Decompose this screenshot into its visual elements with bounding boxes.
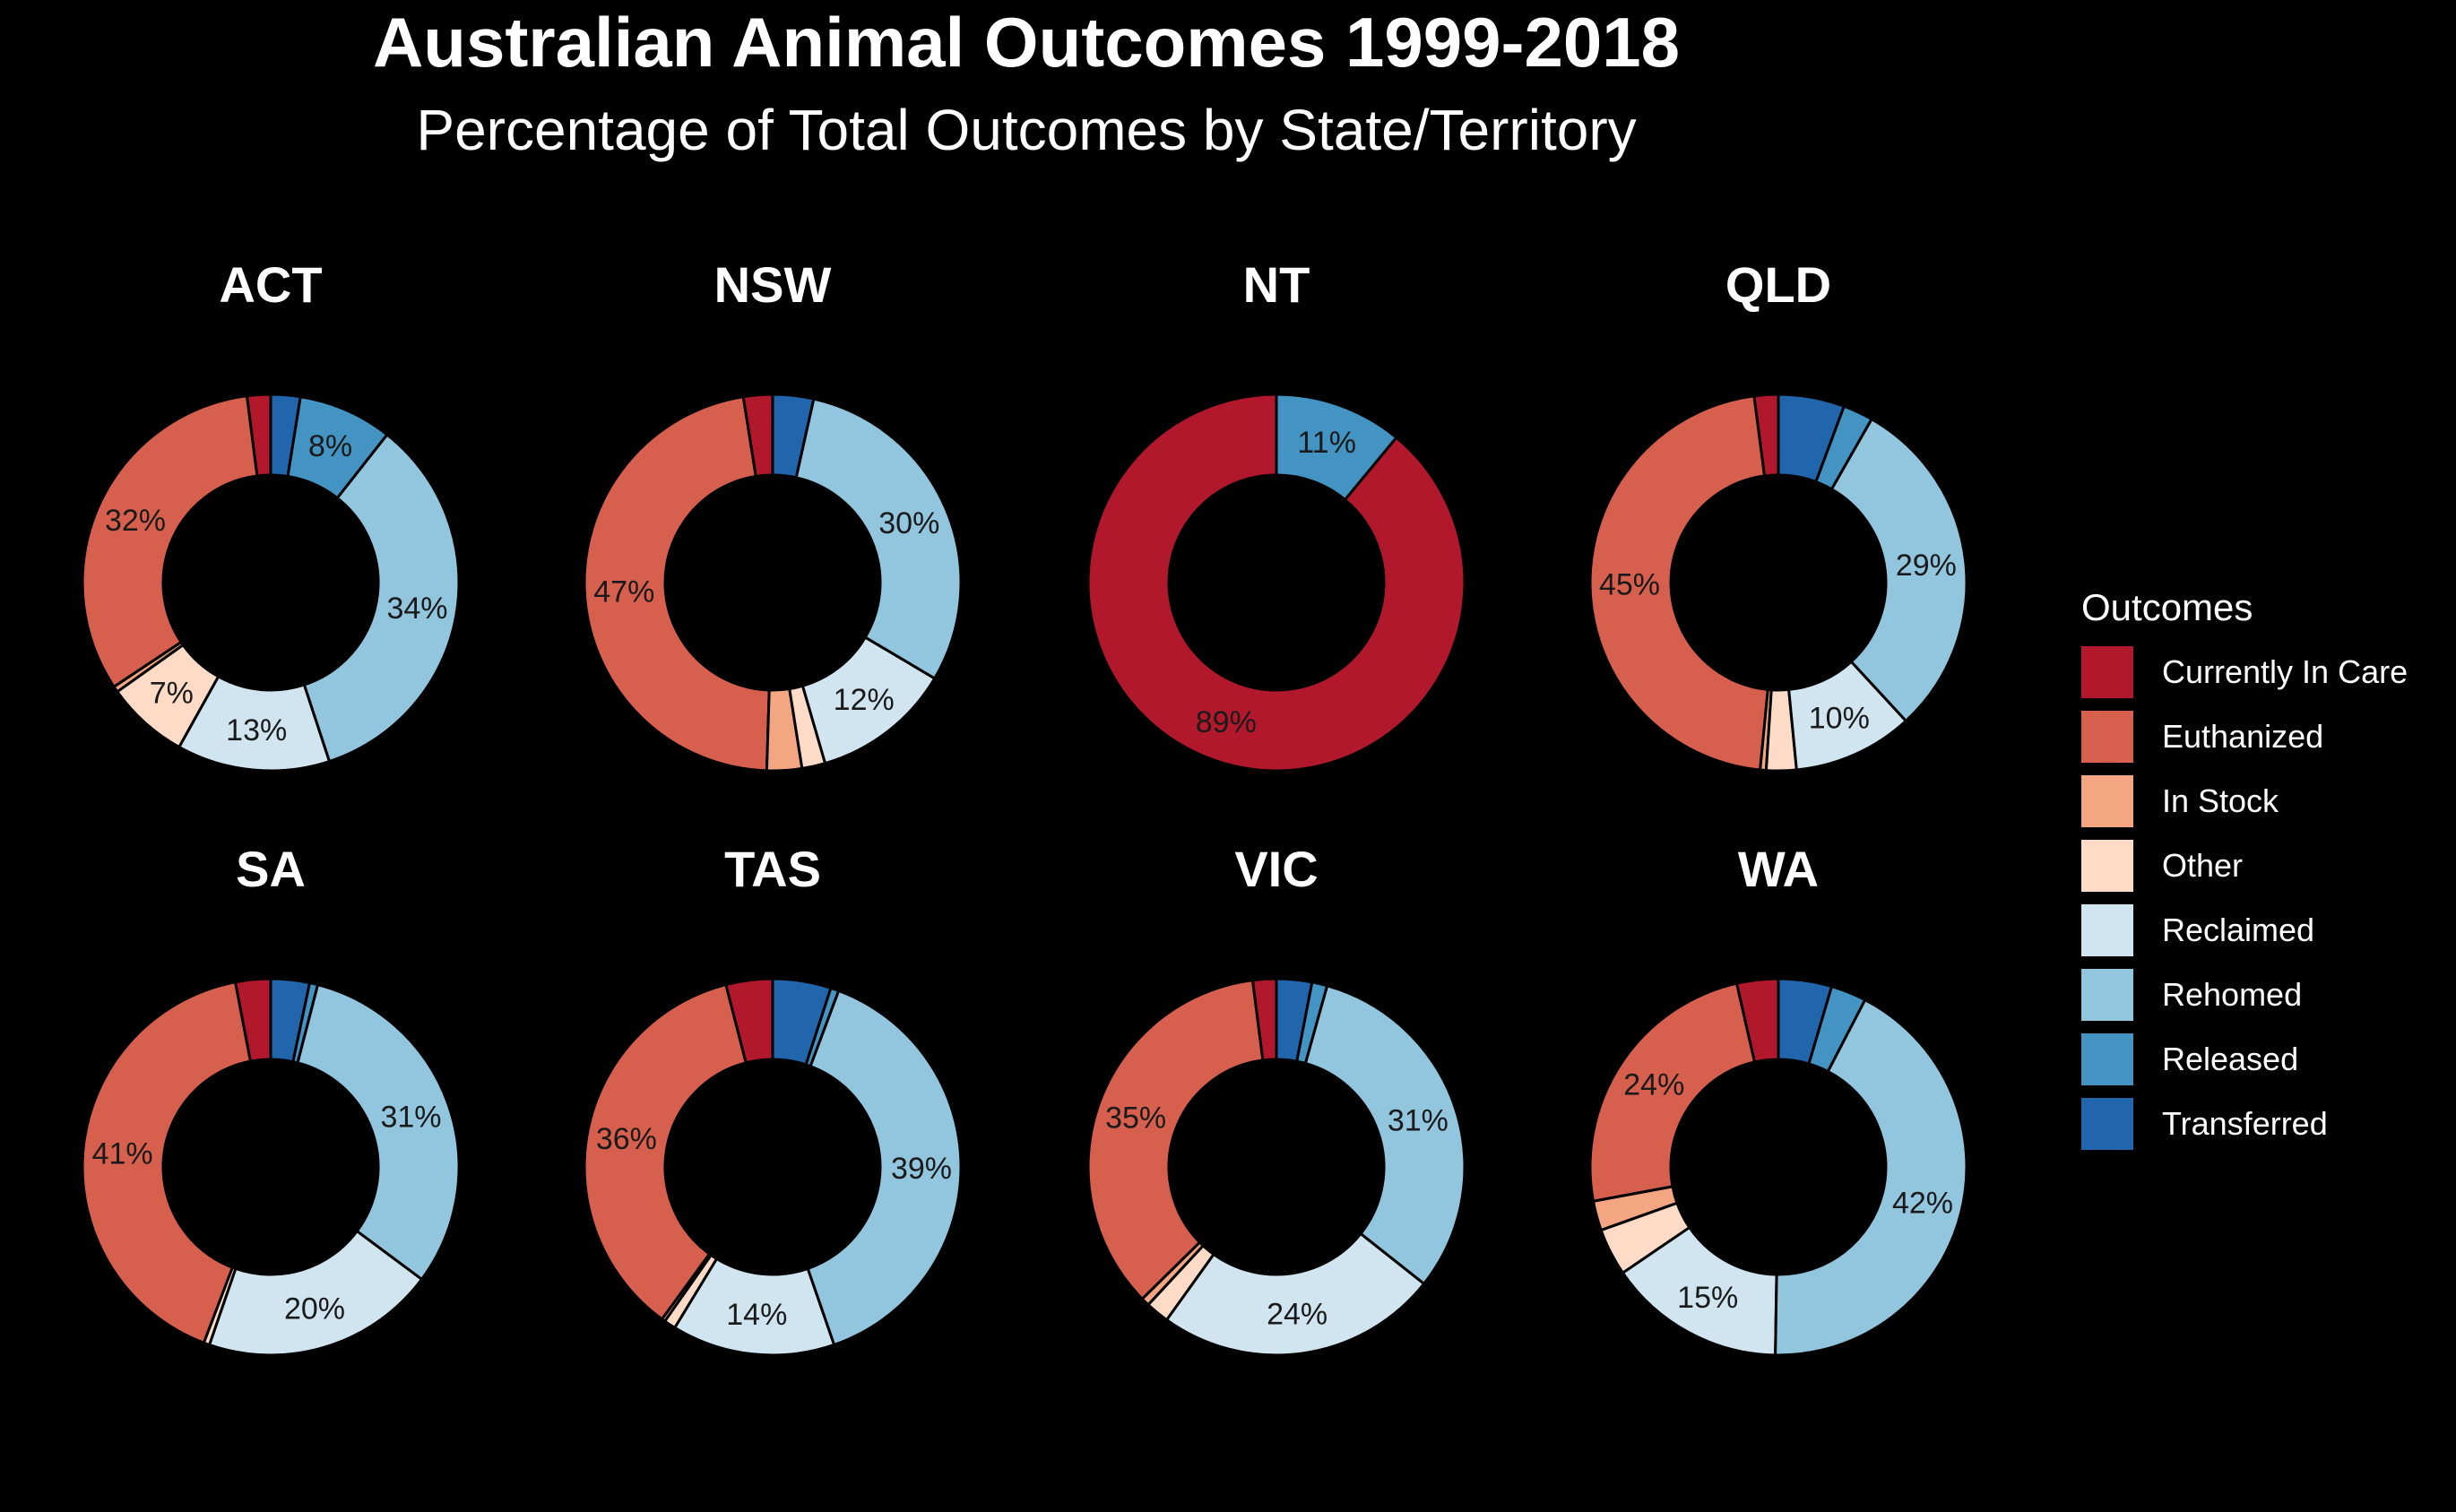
slice-transferred — [269, 977, 311, 1064]
data-label: 31% — [1388, 1104, 1449, 1138]
facet-title: SA — [236, 841, 306, 897]
legend-title: Outcomes — [2081, 586, 2253, 628]
data-label: 24% — [1623, 1068, 1684, 1102]
legend-label: Rehomed — [2162, 976, 2303, 1013]
legend-swatch — [2081, 969, 2133, 1021]
legend-item: Euthanized — [2081, 704, 2449, 769]
legend-label: Released — [2162, 1041, 2299, 1077]
slice-euthanized — [81, 394, 259, 688]
donut-nsw: NSW 47% 12% 30% — [583, 256, 963, 773]
data-label: 39% — [891, 1152, 952, 1186]
donut-qld: QLD 45% 10% 29% — [1588, 256, 1968, 773]
data-label: 36% — [596, 1122, 657, 1156]
legend-label: In Stock — [2162, 782, 2279, 819]
slice-reclaimed — [208, 1230, 424, 1357]
data-label: 7% — [150, 677, 194, 711]
data-label: 24% — [1267, 1297, 1327, 1331]
data-label: 32% — [105, 504, 166, 538]
slice-rehomed — [296, 983, 461, 1281]
data-label: 14% — [726, 1298, 787, 1332]
legend-item: In Stock — [2081, 769, 2449, 834]
data-label: 30% — [878, 506, 939, 540]
slice-transferred — [771, 393, 816, 480]
slice-transferred — [771, 977, 833, 1067]
facet-title: NSW — [714, 256, 832, 313]
slice-rehomed — [794, 397, 963, 680]
legend-swatch — [2081, 1098, 2133, 1150]
legend-item: Transferred — [2081, 1092, 2449, 1156]
slice-rehomed — [806, 989, 963, 1346]
legend-swatch — [2081, 904, 2133, 956]
slice-reclaimed — [1165, 1231, 1426, 1357]
facet-title: ACT — [219, 256, 322, 313]
slice-euthanized — [583, 395, 771, 773]
facet-title: VIC — [1234, 841, 1318, 897]
donut-chart-grid: ACT 32% 7% 13% 34% 8% NSW 47% 12% 30% NT 89% 11% QLD 4… — [81, 256, 1968, 1357]
legend-label: Transferred — [2162, 1105, 2328, 1142]
slice-transferred — [1275, 977, 1314, 1063]
legend: Outcomes Currently In Care Euthanized In S… — [2081, 583, 2449, 1156]
data-label: 31% — [380, 1101, 441, 1135]
legend-swatch — [2081, 646, 2133, 698]
legend-item: Currently In Care — [2081, 640, 2449, 704]
donut-vic: VIC 35% 24% 31% — [1086, 841, 1466, 1357]
data-label: 10% — [1809, 702, 1870, 736]
legend-label: Other — [2162, 847, 2244, 884]
chart-title: Australian Animal Outcomes 1999-2018 — [372, 3, 1681, 82]
legend-item: Reclaimed — [2081, 898, 2449, 963]
data-label: 13% — [226, 713, 287, 747]
legend-label: Euthanized — [2162, 718, 2324, 755]
facet-title: QLD — [1725, 256, 1831, 313]
slice-rehomed — [1829, 418, 1968, 722]
data-label: 45% — [1599, 568, 1660, 602]
data-label: 89% — [1196, 705, 1257, 739]
data-label: 11% — [1297, 426, 1356, 460]
slice-released — [1275, 393, 1398, 502]
slice-euthanized — [81, 981, 252, 1344]
facet-title: WA — [1738, 841, 1819, 897]
donut-act: ACT 32% 7% 13% 34% 8% — [81, 256, 461, 773]
legend-swatch — [2081, 775, 2133, 827]
data-label: 12% — [834, 683, 895, 717]
slice-currently-in-care — [1086, 393, 1466, 773]
slice-euthanized — [1588, 394, 1769, 772]
data-label: 29% — [1896, 549, 1957, 583]
data-label: 41% — [92, 1137, 153, 1171]
slice-transferred — [269, 393, 302, 479]
slice-euthanized — [1588, 981, 1756, 1203]
facet-title: TAS — [724, 841, 821, 897]
slice-euthanized — [1086, 979, 1265, 1300]
legend-items: Currently In Care Euthanized In Stock Other… — [2081, 640, 2449, 1156]
slice-euthanized — [583, 983, 748, 1321]
donut-nt: NT 89% 11% — [1086, 256, 1466, 773]
slice-rehomed — [1774, 998, 1968, 1357]
data-label: 20% — [284, 1292, 345, 1326]
legend-item: Other — [2081, 834, 2449, 898]
donut-tas: TAS 36% 14% 39% — [583, 841, 963, 1357]
legend-swatch — [2081, 840, 2133, 892]
data-label: 15% — [1677, 1281, 1738, 1315]
data-label: 8% — [308, 429, 352, 463]
legend-item: Released — [2081, 1027, 2449, 1092]
donut-wa: WA 24% 15% 42% — [1588, 841, 1968, 1357]
legend-swatch — [2081, 711, 2133, 763]
data-label: 42% — [1892, 1187, 1953, 1221]
legend-label: Currently In Care — [2162, 653, 2408, 690]
legend-swatch — [2081, 1033, 2133, 1085]
legend-label: Reclaimed — [2162, 912, 2315, 948]
chart-subtitle: Percentage of Total Outcomes by State/Te… — [416, 98, 1637, 162]
slice-transferred — [1777, 977, 1833, 1066]
slice-rehomed — [1303, 984, 1466, 1285]
data-label: 35% — [1105, 1102, 1166, 1136]
donut-sa: SA 41% 20% 31% — [81, 841, 461, 1357]
data-label: 47% — [593, 575, 654, 609]
facet-title: NT — [1243, 256, 1310, 313]
slice-rehomed — [302, 433, 461, 764]
data-label: 34% — [386, 592, 447, 626]
slice-transferred — [1777, 393, 1846, 484]
legend-item: Rehomed — [2081, 963, 2449, 1027]
